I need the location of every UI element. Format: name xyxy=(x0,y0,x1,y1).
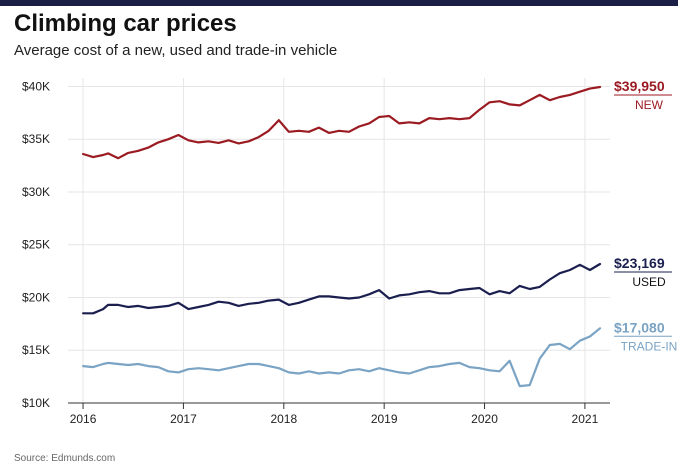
source-note: Source: Edmunds.com xyxy=(14,453,116,464)
end-value-used: $23,169 xyxy=(614,255,665,271)
y-tick-label: $35K xyxy=(22,132,50,146)
y-tick-label: $40K xyxy=(22,79,50,93)
end-value-new: $39,950 xyxy=(614,78,665,94)
x-tick-label: 2018 xyxy=(270,412,297,426)
series-line-used xyxy=(81,262,602,315)
x-tick-label: 2021 xyxy=(572,412,599,426)
x-tick-label: 2020 xyxy=(471,412,498,426)
y-tick-label: $20K xyxy=(22,290,50,304)
series-lines xyxy=(81,85,602,388)
grid xyxy=(68,78,610,404)
chart-subtitle: Average cost of a new, used and trade-in… xyxy=(14,42,338,59)
x-tick-label: 2019 xyxy=(371,412,398,426)
chart-title: Climbing car prices xyxy=(14,10,237,37)
x-tick-label: 2017 xyxy=(170,412,197,426)
series-line-new xyxy=(81,85,602,160)
end-labels: $39,950 NEW $23,169 USED $17,080 TRADE-IN xyxy=(614,78,677,353)
y-tick-label: $10K xyxy=(22,396,50,410)
y-tick-label: $25K xyxy=(22,238,50,252)
end-name-new: NEW xyxy=(635,98,664,112)
axes: $10K $15K $20K $25K $30K $35K $40K 2016 2017 2018… xyxy=(22,79,610,426)
end-name-used: USED xyxy=(632,275,666,289)
x-tick-label: 2016 xyxy=(70,412,97,426)
end-name-trade-in: TRADE-IN xyxy=(621,339,678,353)
end-value-trade-in: $17,080 xyxy=(614,319,665,335)
series-line-trade-in xyxy=(81,327,602,388)
y-tick-label: $15K xyxy=(22,343,50,357)
top-accent-bar xyxy=(0,0,678,6)
y-tick-label: $30K xyxy=(22,185,50,199)
